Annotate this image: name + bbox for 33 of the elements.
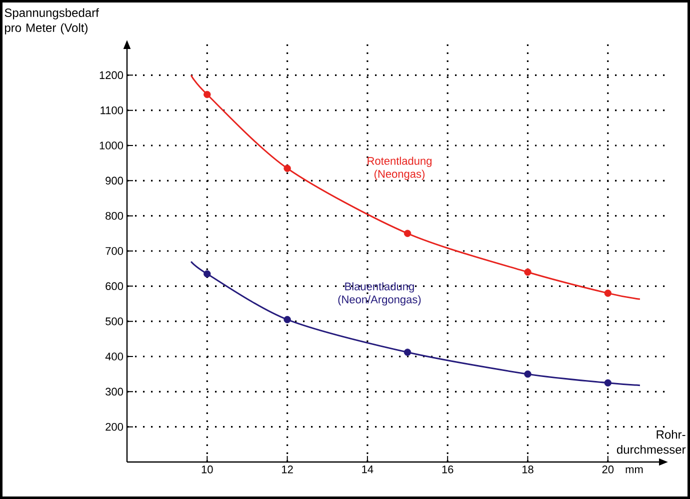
point <box>284 164 291 172</box>
y-tick-label: 200 <box>106 422 124 431</box>
y-axis-title: Spannungsbedarf pro Meter (Volt) <box>4 8 99 34</box>
x-axis-title: Rohr-durchmesser <box>616 430 686 454</box>
y-tick-label: 900 <box>106 176 124 185</box>
point <box>404 348 412 356</box>
x-tick-label: 18 <box>522 466 534 474</box>
text: mm <box>626 467 643 474</box>
x-tick-label: 16 <box>442 466 454 474</box>
y-tick-label: 500 <box>106 317 124 326</box>
x-tick-label: 20 <box>602 466 614 474</box>
y-tick-label: 800 <box>106 212 124 220</box>
point <box>284 316 291 324</box>
point <box>204 90 211 98</box>
annotation: Rotentladung (Neongas) <box>368 156 432 180</box>
line-series <box>190 260 641 386</box>
point <box>404 230 412 238</box>
y-tick-label: 700 <box>106 247 124 255</box>
y-tick-label: 300 <box>106 388 124 396</box>
y-tick-label: 1100 <box>100 106 124 114</box>
y-tick-label: 1000 <box>100 142 124 150</box>
point <box>604 379 612 386</box>
y-tick-label: 600 <box>106 282 124 290</box>
annotation: Blauentladung (Neon/Argongas) <box>338 282 421 306</box>
y-tick-label: 400 <box>105 352 124 360</box>
x-tick-label: 12 <box>282 466 293 474</box>
point <box>604 290 612 297</box>
point <box>204 270 211 278</box>
x-tick-label: 10 <box>202 466 213 474</box>
y-tick-label: 1200 <box>100 71 124 80</box>
point <box>524 268 532 276</box>
point <box>524 370 532 378</box>
x-tick-label: 14 <box>362 466 374 474</box>
